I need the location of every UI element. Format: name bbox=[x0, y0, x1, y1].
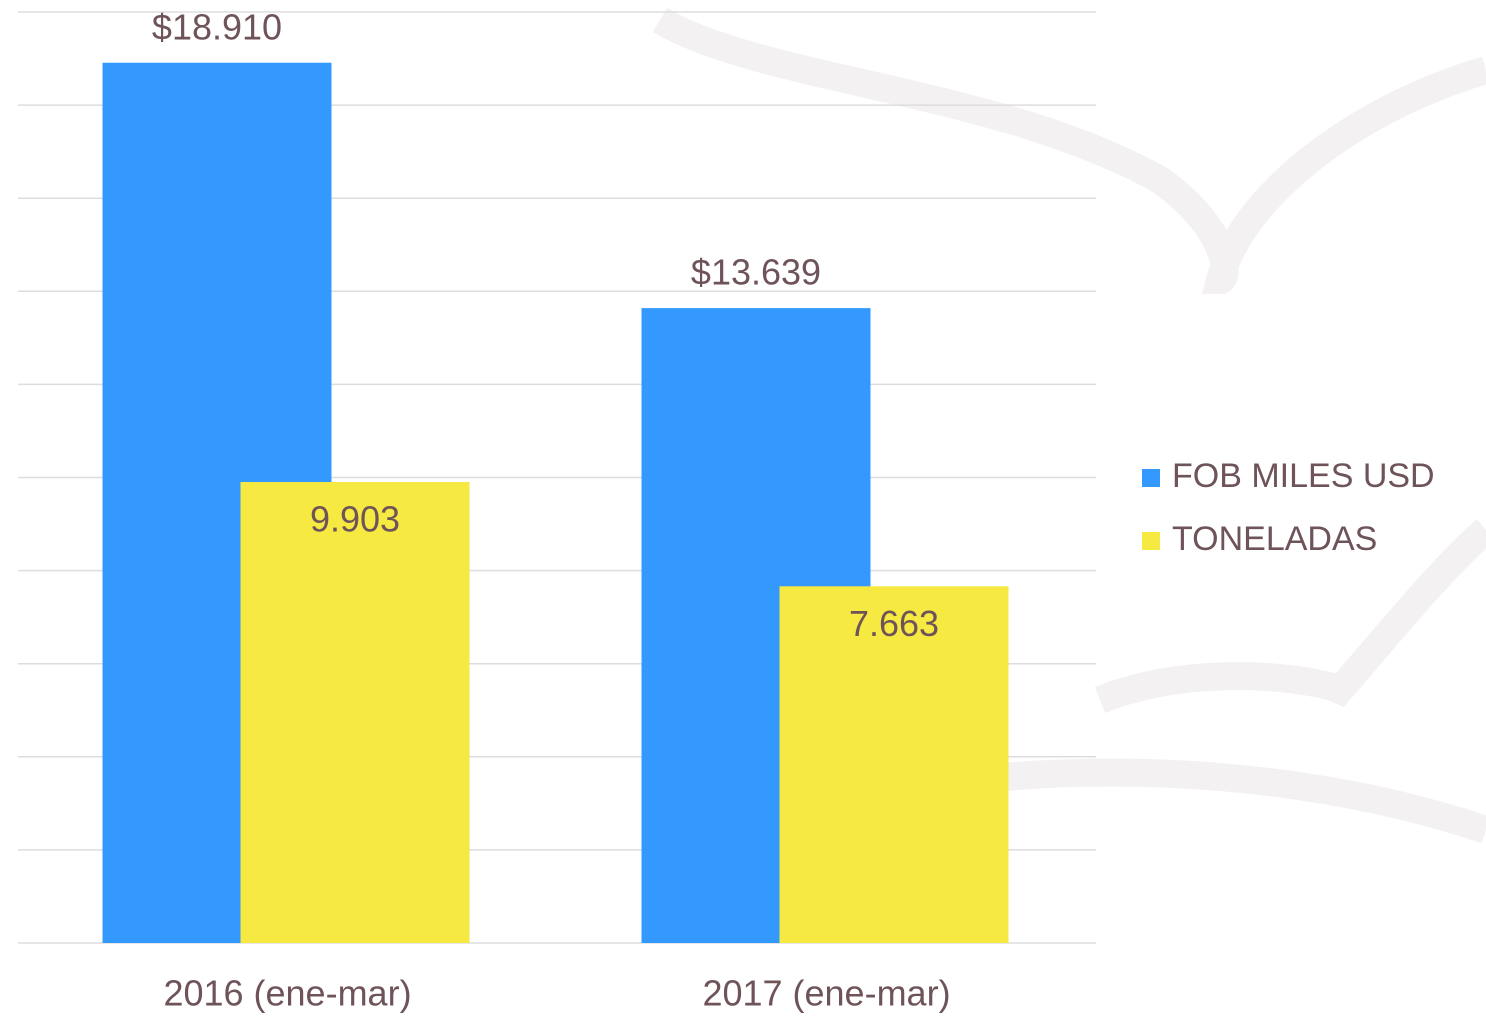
x-tick-label: 2016 (ene-mar) bbox=[163, 973, 411, 1014]
legend-swatch bbox=[1142, 469, 1160, 487]
data-label: $18.910 bbox=[152, 6, 282, 47]
data-label: $13.639 bbox=[691, 252, 821, 293]
bar bbox=[241, 482, 470, 943]
legend-swatch bbox=[1142, 532, 1160, 550]
x-tick-label: 2017 (ene-mar) bbox=[702, 973, 950, 1014]
data-label: 7.663 bbox=[849, 603, 939, 644]
chart: $18.910 $13.639 9.903 7.663 2016 (ene-mar) 20… bbox=[0, 0, 1486, 1017]
data-label: 9.903 bbox=[310, 499, 400, 540]
legend-label: TONELADAS bbox=[1172, 520, 1377, 558]
legend-label: FOB MILES USD bbox=[1172, 457, 1435, 495]
